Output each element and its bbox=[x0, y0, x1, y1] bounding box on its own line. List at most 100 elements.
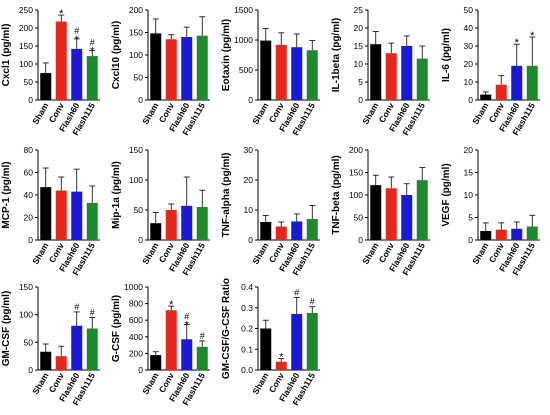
y-tick-label: 200 bbox=[19, 23, 33, 33]
y-tick-label: 20 bbox=[24, 213, 34, 223]
bar-flash115 bbox=[306, 312, 318, 370]
y-tick-label: 15 bbox=[464, 168, 474, 178]
bar-conv bbox=[275, 226, 287, 240]
y-tick-label: 15 bbox=[354, 41, 364, 51]
y-tick-label: 150 bbox=[19, 41, 33, 51]
bar-sham bbox=[370, 44, 382, 100]
bar-conv bbox=[55, 21, 67, 100]
x-tick-label: Sham bbox=[140, 241, 160, 266]
bar-flash60 bbox=[71, 191, 83, 240]
y-tick-label: 100 bbox=[19, 59, 33, 69]
chart-panel: Eotaxin (pg/ml)050010001500ShamConvFlash… bbox=[221, 5, 320, 137]
y-tick-label: 20 bbox=[464, 145, 474, 155]
bar-sham bbox=[260, 222, 272, 240]
y-tick-label: 0 bbox=[28, 235, 33, 245]
bar-flash115 bbox=[86, 56, 98, 100]
y-tick-label: 40 bbox=[24, 190, 34, 200]
significance-hash: # bbox=[90, 307, 95, 317]
y-axis-label: TNF-alpha (pg/ml) bbox=[221, 153, 232, 238]
bar-flash115 bbox=[196, 35, 208, 100]
y-tick-label: 5 bbox=[358, 77, 363, 87]
bar-sham bbox=[40, 187, 52, 240]
y-tick-label: 0 bbox=[468, 235, 473, 245]
y-tick-label: 0 bbox=[248, 235, 253, 245]
chart-panel: GM-CSF/G-CSF Ratio 0.00.10.20.30.4Sham*Co… bbox=[221, 278, 320, 407]
y-tick-label: 20 bbox=[244, 175, 254, 185]
y-axis-label: Mip-1a (pg/ml) bbox=[111, 161, 122, 229]
y-tick-label: 150 bbox=[349, 168, 363, 178]
bar-flash115 bbox=[416, 58, 428, 100]
bar-sham bbox=[480, 231, 492, 240]
significance-star: * bbox=[59, 8, 64, 20]
y-tick-label: 10 bbox=[464, 190, 474, 200]
bar-flash60 bbox=[511, 65, 523, 100]
chart-panel: VEGF (pg/ml)05101520ShamConvFlash60Flash… bbox=[441, 145, 540, 277]
bar-sham bbox=[150, 355, 162, 370]
bar-sham bbox=[150, 33, 162, 100]
y-axis-label: IL-1beta (pg/ml) bbox=[331, 18, 342, 92]
significance-hash: # bbox=[74, 302, 79, 312]
y-axis-label: Cxcl1 (pg/ml) bbox=[1, 24, 12, 87]
x-tick-label: Sham bbox=[250, 371, 270, 396]
y-tick-label: 0 bbox=[358, 235, 363, 245]
y-axis-label: G-CSF (pg/ml) bbox=[111, 295, 122, 362]
bar-flash60 bbox=[181, 37, 193, 100]
y-tick-label: 100 bbox=[349, 190, 363, 200]
y-axis-label: VEGF (pg/ml) bbox=[441, 163, 452, 226]
bar-flash60 bbox=[401, 46, 413, 100]
y-tick-label: 10 bbox=[354, 59, 364, 69]
y-tick-label: 250 bbox=[19, 5, 33, 15]
y-tick-label: 50 bbox=[354, 213, 364, 223]
bar-sham bbox=[260, 40, 272, 100]
bar-flash115 bbox=[196, 207, 208, 240]
y-tick-label: 10 bbox=[464, 77, 474, 87]
y-tick-label: 20 bbox=[354, 23, 364, 33]
y-tick-label: 0 bbox=[468, 95, 473, 105]
x-tick-label: Sham bbox=[30, 371, 50, 396]
y-axis-label: Cxcl10 (pg/ml) bbox=[111, 21, 122, 89]
x-tick-label: Sham bbox=[30, 101, 50, 126]
bar-flash60 bbox=[291, 313, 303, 370]
bar-conv bbox=[275, 361, 287, 370]
y-axis-label: GM-CSF (pg/ml) bbox=[1, 291, 12, 367]
y-tick-label: 100 bbox=[129, 175, 143, 185]
significance-hash: # bbox=[294, 287, 299, 297]
chart-panel: TNF-alpha (pg/ml)0102030ShamConvFlash60F… bbox=[221, 145, 320, 277]
significance-star: * bbox=[530, 30, 535, 42]
bar-flash115 bbox=[86, 202, 98, 240]
x-tick-label: Sham bbox=[140, 101, 160, 126]
y-tick-label: 150 bbox=[129, 145, 143, 155]
y-tick-label: 1500 bbox=[234, 5, 253, 15]
y-tick-label: 0 bbox=[138, 365, 143, 375]
y-tick-label: 0 bbox=[248, 95, 253, 105]
significance-hash: # bbox=[200, 331, 205, 341]
significance-star: * bbox=[90, 46, 95, 58]
bar-flash115 bbox=[86, 328, 98, 370]
significance-star: * bbox=[169, 299, 174, 311]
y-tick-label: 0.2 bbox=[241, 324, 253, 334]
y-tick-label: 5 bbox=[468, 213, 473, 223]
bar-flash60 bbox=[71, 48, 83, 100]
chart-panel: TNF-beta (pg/ml)050100150200ShamConvFlas… bbox=[331, 145, 430, 277]
significance-star: * bbox=[185, 319, 190, 331]
y-tick-label: 80 bbox=[24, 145, 34, 155]
significance-star: * bbox=[279, 352, 284, 364]
bar-conv bbox=[55, 356, 67, 370]
y-tick-label: 50 bbox=[24, 337, 34, 347]
bar-flash60 bbox=[181, 339, 193, 370]
bar-sham bbox=[150, 223, 162, 240]
bar-flash60 bbox=[181, 205, 193, 240]
y-tick-label: 100 bbox=[129, 50, 143, 60]
bar-sham bbox=[40, 351, 52, 370]
y-tick-label: 25 bbox=[354, 5, 364, 15]
x-tick-label: Sham bbox=[360, 241, 380, 266]
y-tick-label: 200 bbox=[129, 348, 143, 358]
bar-flash60 bbox=[291, 47, 303, 100]
chart-panel: IL-1beta (pg/ml)0510152025ShamConvFlash6… bbox=[331, 5, 430, 137]
y-tick-label: 20 bbox=[464, 59, 474, 69]
y-tick-label: 50 bbox=[134, 73, 144, 83]
y-tick-label: 50 bbox=[134, 205, 144, 215]
x-tick-label: Sham bbox=[30, 241, 50, 266]
bar-conv bbox=[385, 53, 397, 100]
x-tick-label: Sham bbox=[250, 101, 270, 126]
